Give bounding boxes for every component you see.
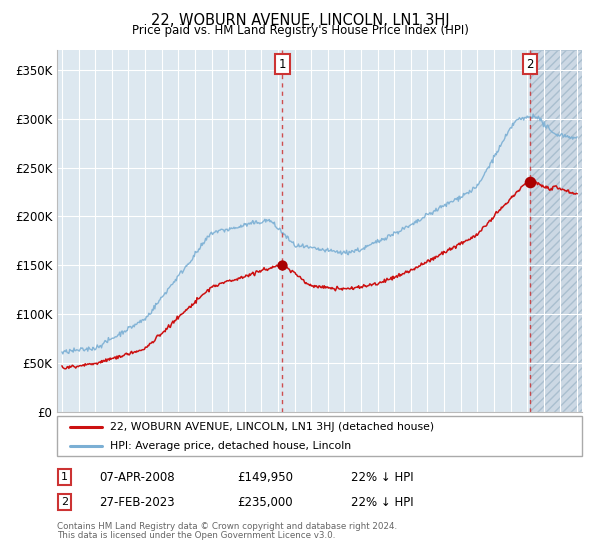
Text: Price paid vs. HM Land Registry's House Price Index (HPI): Price paid vs. HM Land Registry's House … <box>131 24 469 36</box>
Text: 22, WOBURN AVENUE, LINCOLN, LN1 3HJ: 22, WOBURN AVENUE, LINCOLN, LN1 3HJ <box>151 13 449 29</box>
Point <box>278 261 287 270</box>
Text: This data is licensed under the Open Government Licence v3.0.: This data is licensed under the Open Gov… <box>57 531 335 540</box>
Text: £235,000: £235,000 <box>237 496 293 509</box>
FancyBboxPatch shape <box>57 416 582 456</box>
Text: Contains HM Land Registry data © Crown copyright and database right 2024.: Contains HM Land Registry data © Crown c… <box>57 522 397 531</box>
Point <box>525 178 535 186</box>
Text: 1: 1 <box>279 58 286 71</box>
Bar <box>530 50 586 412</box>
Text: 2: 2 <box>526 58 533 71</box>
Text: £149,950: £149,950 <box>237 470 293 484</box>
Text: 22% ↓ HPI: 22% ↓ HPI <box>351 470 413 484</box>
Bar <box>530 50 586 412</box>
Text: 07-APR-2008: 07-APR-2008 <box>99 470 175 484</box>
Text: 2: 2 <box>61 497 68 507</box>
Text: 22, WOBURN AVENUE, LINCOLN, LN1 3HJ (detached house): 22, WOBURN AVENUE, LINCOLN, LN1 3HJ (det… <box>110 422 434 432</box>
Text: 27-FEB-2023: 27-FEB-2023 <box>99 496 175 509</box>
Text: 22% ↓ HPI: 22% ↓ HPI <box>351 496 413 509</box>
Text: 1: 1 <box>61 472 68 482</box>
Text: HPI: Average price, detached house, Lincoln: HPI: Average price, detached house, Linc… <box>110 441 350 450</box>
